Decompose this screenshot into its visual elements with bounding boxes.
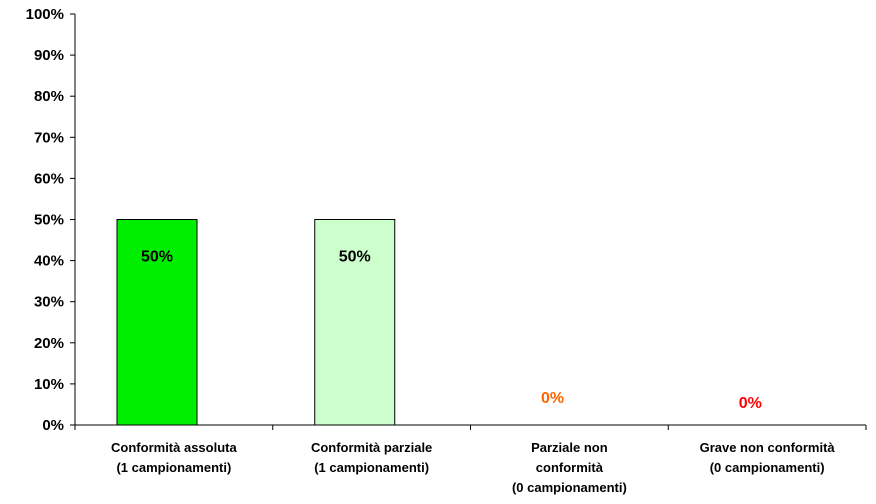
category-label: Parziale non <box>531 440 608 455</box>
category-label: Conformità assoluta <box>111 440 237 455</box>
y-tick-label: 0% <box>42 417 64 434</box>
bar <box>314 219 396 426</box>
category-label: (1 campionamenti) <box>116 460 231 475</box>
y-tick-label: 90% <box>34 47 64 64</box>
data-label: 50% <box>141 249 173 266</box>
y-tick-label: 60% <box>34 170 64 187</box>
data-label: 0% <box>739 395 762 412</box>
y-tick-label: 50% <box>34 212 64 229</box>
bar <box>116 219 198 426</box>
y-tick-label: 80% <box>34 88 64 105</box>
x-axis: Conformità assoluta (1 campionamenti) Conf… <box>74 424 867 495</box>
y-tick-label: 30% <box>34 294 64 311</box>
y-tick-label: 100% <box>26 6 64 23</box>
data-labels: 50% 50% 0% 0% <box>141 249 762 413</box>
category-label: Conformità parziale <box>311 440 432 455</box>
y-tick-label: 40% <box>34 253 64 270</box>
y-tick-label: 20% <box>34 335 64 352</box>
category-label: (1 campionamenti) <box>314 460 429 475</box>
y-tick-label: 70% <box>34 129 64 146</box>
category-label: conformità <box>536 460 604 475</box>
category-label: Grave non conformità <box>700 440 836 455</box>
y-axis: 0% 10% 20% 30% 40% 50% 60% 70% 80% 90% 100% <box>26 6 76 434</box>
category-label: (0 campionamenti) <box>512 480 627 495</box>
y-tick-label: 10% <box>34 376 64 393</box>
category-label: (0 campionamenti) <box>710 460 825 475</box>
data-label: 50% <box>339 249 371 266</box>
bars <box>116 219 396 426</box>
data-label: 0% <box>541 390 564 407</box>
